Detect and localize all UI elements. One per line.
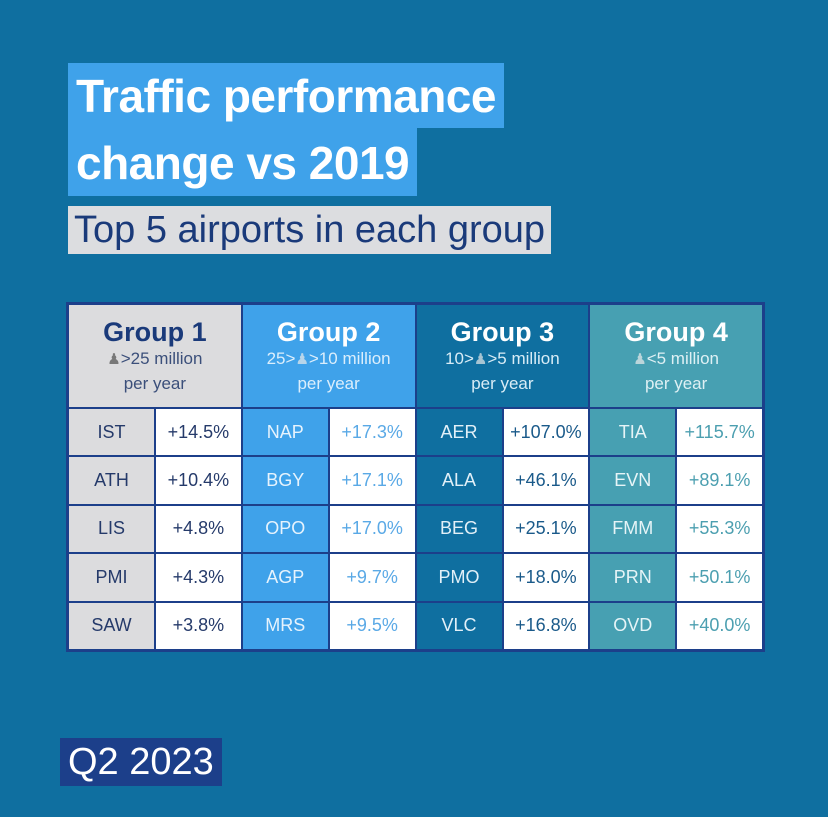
airport-code: ALA — [416, 457, 502, 504]
table-row: IST +14.5% — [69, 409, 241, 456]
range-suffix: >5 million — [487, 349, 560, 368]
airport-code: ATH — [69, 457, 154, 504]
table-row: ATH +10.4% — [69, 457, 241, 504]
table-row: PMI +4.3% — [69, 554, 241, 601]
passenger-icon: ♟ — [633, 351, 647, 368]
group-unit: per year — [297, 374, 360, 393]
group-name: Group 3 — [450, 317, 555, 347]
group-column-4: Group 4 ♟<5 million per year TIA +115.7% EVN +… — [590, 305, 762, 649]
traffic-change: +17.0% — [329, 505, 415, 553]
airport-traffic-table: Group 1 ♟>25 million per year IST +14.5% ATH +… — [66, 302, 765, 652]
traffic-change: +89.1% — [677, 457, 762, 504]
traffic-change: +17.3% — [329, 409, 415, 456]
table-row: PRN +50.1% — [590, 554, 762, 601]
table-row: OPO +17.0% — [242, 505, 415, 553]
airport-code: IST — [69, 409, 154, 456]
table-row: TIA +115.7% — [590, 409, 762, 456]
table-row: PMO +18.0% — [416, 554, 589, 601]
group-column-1: Group 1 ♟>25 million per year IST +14.5% ATH +… — [69, 305, 241, 649]
traffic-change: +55.3% — [677, 505, 762, 553]
table-row: MRS +9.5% — [242, 602, 415, 649]
table-row: FMM +55.3% — [590, 505, 762, 553]
group-unit: per year — [123, 374, 187, 393]
airport-code: NAP — [242, 409, 328, 456]
airport-code: VLC — [416, 602, 502, 649]
traffic-change: +25.1% — [503, 505, 589, 553]
table-row: NAP +17.3% — [242, 409, 415, 456]
airport-code: TIA — [590, 409, 676, 456]
passenger-icon: ♟ — [473, 351, 488, 368]
group-range: ♟<5 million — [590, 347, 762, 372]
passenger-icon: ♟ — [295, 351, 309, 368]
group-column-2: Group 2 25>♟>10 million per year NAP +17.3% B… — [242, 305, 415, 649]
group-name: Group 1 — [103, 317, 207, 347]
group-range: 10>♟>5 million — [417, 347, 589, 372]
traffic-change: +17.1% — [329, 457, 415, 504]
traffic-change: +107.0% — [503, 409, 589, 456]
group-range: 25>♟>10 million — [243, 347, 415, 372]
group-range: ♟>25 million — [69, 347, 241, 372]
title-line-2: change vs 2019 — [68, 128, 418, 196]
airport-code: PMI — [69, 554, 154, 601]
group-name: Group 2 — [276, 317, 381, 347]
airport-code: PMO — [416, 554, 502, 601]
airport-code: MRS — [242, 602, 328, 649]
table-row: AER +107.0% — [416, 409, 589, 456]
traffic-change: +115.7% — [677, 409, 762, 456]
table-row: LIS +4.8% — [69, 505, 241, 553]
table-row: AGP +9.7% — [242, 554, 415, 601]
range-prefix: 10> — [445, 349, 474, 368]
airport-code: OPO — [242, 505, 328, 553]
group-column-3: Group 3 10>♟>5 million per year AER +107.0% A… — [416, 305, 589, 649]
traffic-change: +4.8% — [156, 505, 241, 553]
passenger-icon: ♟ — [107, 351, 121, 368]
traffic-change: +50.1% — [677, 554, 762, 601]
group-header: Group 3 10>♟>5 million per year — [416, 305, 589, 407]
traffic-change: +9.7% — [329, 554, 415, 601]
table-row: SAW +3.8% — [69, 602, 241, 649]
airport-code: AGP — [242, 554, 328, 601]
table-row: OVD +40.0% — [590, 602, 762, 649]
traffic-change: +9.5% — [329, 602, 415, 649]
traffic-change: +14.5% — [156, 409, 241, 456]
title-line-1: Traffic performance — [68, 63, 504, 128]
airport-code: BEG — [416, 505, 502, 553]
airport-code: BGY — [242, 457, 328, 504]
table-row: BGY +17.1% — [242, 457, 415, 504]
table-row: VLC +16.8% — [416, 602, 589, 649]
subtitle: Top 5 airports in each group — [68, 206, 552, 254]
airport-code: PRN — [590, 554, 676, 601]
table-row: BEG +25.1% — [416, 505, 589, 553]
airport-code: SAW — [69, 602, 154, 649]
traffic-change: +16.8% — [503, 602, 589, 649]
airport-code: EVN — [590, 457, 676, 504]
group-name: Group 4 — [624, 317, 728, 347]
group-unit: per year — [644, 374, 708, 393]
group-header: Group 1 ♟>25 million per year — [69, 305, 241, 407]
airport-code: OVD — [590, 602, 676, 649]
airport-code: FMM — [590, 505, 676, 553]
range-suffix: >10 million — [308, 349, 391, 368]
traffic-change: +10.4% — [156, 457, 241, 504]
group-header: Group 4 ♟<5 million per year — [590, 305, 762, 407]
table-row: EVN +89.1% — [590, 457, 762, 504]
period-label: Q2 2023 — [60, 738, 222, 786]
group-header: Group 2 25>♟>10 million per year — [242, 305, 415, 407]
airport-code: LIS — [69, 505, 154, 553]
traffic-change: +46.1% — [503, 457, 589, 504]
range-prefix: 25> — [266, 349, 296, 368]
group-unit: per year — [471, 374, 534, 393]
airport-code: AER — [416, 409, 502, 456]
traffic-change: +3.8% — [156, 602, 241, 649]
traffic-change: +18.0% — [503, 554, 589, 601]
range-suffix: <5 million — [646, 349, 719, 368]
table-row: ALA +46.1% — [416, 457, 589, 504]
traffic-change: +4.3% — [156, 554, 241, 601]
traffic-change: +40.0% — [677, 602, 762, 649]
range-suffix: >25 million — [120, 349, 203, 368]
